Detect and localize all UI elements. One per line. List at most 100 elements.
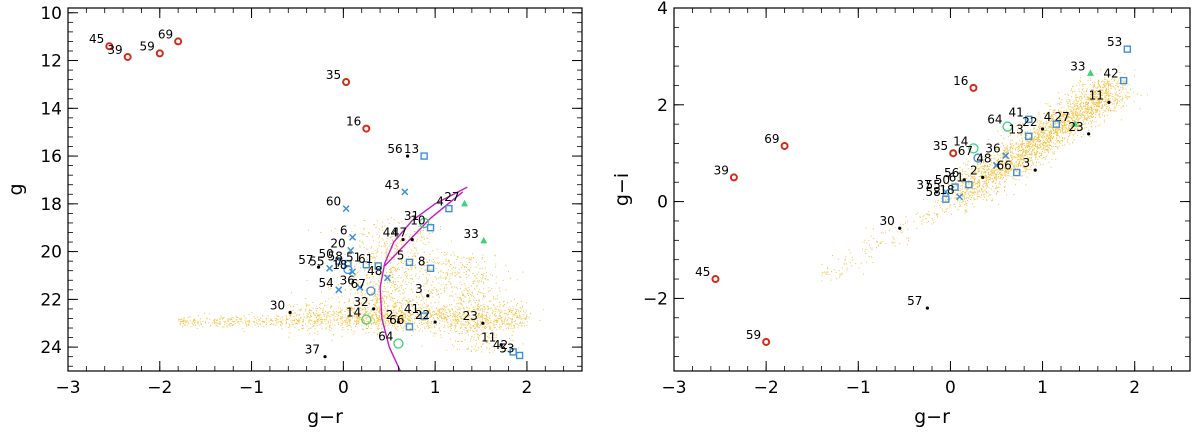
field-star: [390, 287, 392, 289]
field-star: [410, 301, 412, 303]
field-star: [276, 314, 278, 316]
field-star: [430, 268, 432, 270]
field-star: [1073, 105, 1075, 107]
field-star: [1090, 123, 1092, 125]
field-star: [454, 324, 456, 326]
field-star: [292, 319, 294, 321]
field-star: [290, 306, 292, 308]
field-star: [359, 314, 361, 316]
field-star: [364, 303, 366, 305]
field-star: [389, 280, 391, 282]
field-star: [376, 308, 378, 310]
field-star: [448, 315, 450, 317]
field-star: [395, 312, 397, 314]
field-star: [1033, 144, 1035, 146]
field-star: [1101, 80, 1103, 82]
field-star: [221, 317, 223, 319]
field-star: [490, 273, 492, 275]
field-star: [978, 180, 980, 182]
field-star: [424, 283, 426, 285]
field-star: [258, 325, 260, 327]
field-star: [357, 317, 359, 319]
field-star: [410, 261, 412, 263]
field-star: [993, 180, 995, 182]
field-star: [1036, 118, 1038, 120]
field-star: [468, 319, 470, 321]
field-star: [967, 160, 969, 162]
field-star: [467, 321, 469, 323]
field-star: [257, 320, 259, 322]
field-star: [401, 284, 403, 286]
field-star: [478, 288, 480, 290]
field-star: [480, 308, 482, 310]
field-star: [464, 284, 466, 286]
field-star: [1031, 151, 1033, 153]
field-star: [395, 270, 397, 272]
field-star: [1106, 114, 1108, 116]
field-star: [975, 173, 977, 175]
field-star: [1006, 168, 1008, 170]
field-star: [1096, 98, 1098, 100]
field-star: [339, 317, 341, 319]
field-star: [1100, 92, 1102, 94]
field-star: [214, 318, 216, 320]
field-star: [1119, 77, 1121, 79]
field-star: [1106, 81, 1108, 83]
field-star: [402, 318, 404, 320]
field-star: [1100, 89, 1102, 91]
field-star: [392, 240, 394, 242]
field-star: [391, 284, 393, 286]
field-star: [458, 312, 460, 314]
field-star: [999, 160, 1001, 162]
field-star: [482, 276, 484, 278]
field-star: [1106, 91, 1108, 93]
field-star: [314, 320, 316, 322]
field-star: [970, 190, 972, 192]
field-star: [519, 315, 521, 317]
field-star: [1059, 131, 1061, 133]
field-star: [1073, 111, 1075, 113]
field-star: [982, 181, 984, 183]
field-star: [1086, 118, 1088, 120]
field-star: [960, 176, 962, 178]
field-star: [373, 312, 375, 314]
field-star: [1056, 103, 1058, 105]
field-star: [398, 274, 400, 276]
field-star: [1066, 120, 1068, 122]
field-star: [1091, 90, 1093, 92]
field-star: [306, 325, 308, 327]
field-star: [328, 325, 330, 327]
field-star: [986, 187, 988, 189]
field-star: [467, 329, 469, 331]
field-star: [974, 175, 976, 177]
field-star: [461, 330, 463, 332]
field-star: [484, 260, 486, 262]
field-star: [1048, 105, 1050, 107]
field-star: [226, 326, 228, 328]
field-star: [1046, 148, 1048, 150]
field-star: [288, 326, 290, 328]
field-star: [1065, 132, 1067, 134]
field-star: [187, 321, 189, 323]
field-star: [1022, 150, 1024, 152]
field-star: [374, 288, 376, 290]
field-star: [1072, 85, 1074, 87]
field-star: [372, 275, 374, 277]
field-star: [1073, 102, 1075, 104]
field-star: [973, 180, 975, 182]
field-star: [355, 313, 357, 315]
field-star: [431, 284, 433, 286]
field-star: [1101, 114, 1103, 116]
field-star: [356, 315, 358, 317]
field-star: [1050, 116, 1052, 118]
field-star: [971, 188, 973, 190]
field-star: [1054, 143, 1056, 145]
field-star: [1027, 146, 1029, 148]
field-star: [376, 255, 378, 257]
field-star: [1036, 161, 1038, 163]
field-star: [479, 335, 481, 337]
field-star: [465, 271, 467, 273]
field-star: [397, 290, 399, 292]
field-star: [369, 281, 371, 283]
field-star: [1056, 127, 1058, 129]
